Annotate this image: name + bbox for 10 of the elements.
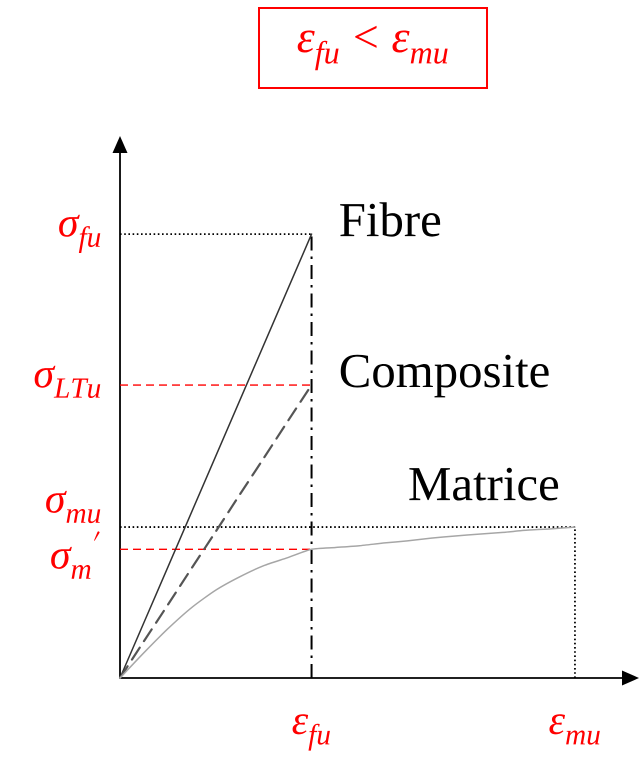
x-tick-label: $\varepsilon_{fu}$	[292, 714, 330, 751]
series-label: Matrice	[409, 468, 558, 501]
x-tick-label: $\varepsilon_{mu}$	[549, 714, 600, 745]
series-label: Fibre	[340, 202, 440, 237]
series-label: Composite	[340, 354, 549, 398]
ref-line-label: $\sigma_{fu}$	[59, 214, 100, 253]
ref-line-label: $\sigma_{mu}$	[46, 490, 100, 524]
ref-line-label: $\sigma_{LTu}$	[34, 366, 100, 398]
chart-title: $\varepsilon_{fu}<\varepsilon_{mu}$	[298, 26, 448, 70]
ref-line-label: $\sigma_{m}{}'$	[51, 531, 100, 579]
